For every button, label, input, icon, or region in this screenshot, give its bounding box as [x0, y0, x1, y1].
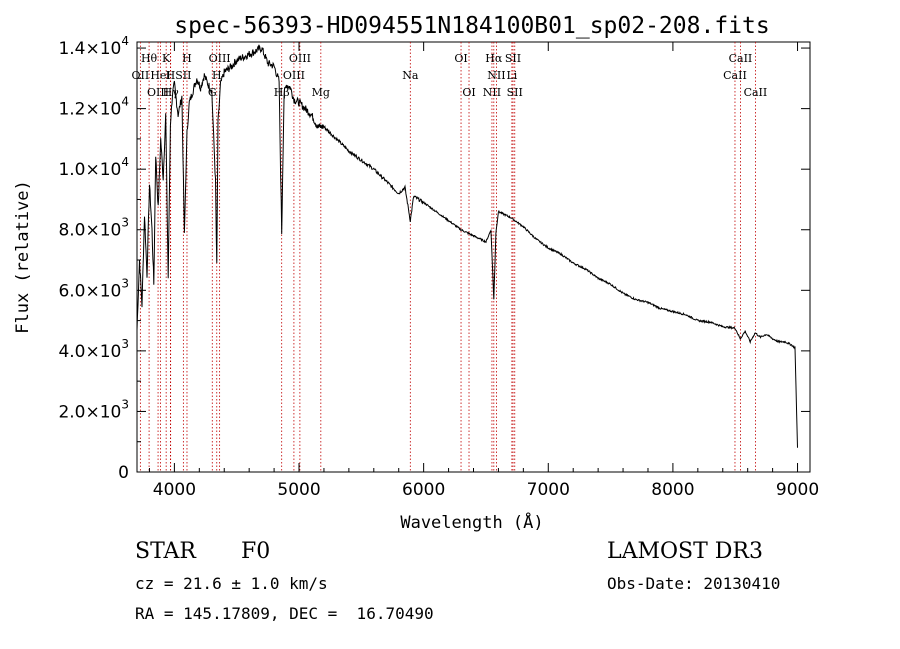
y-tick-label: 1.4×104	[58, 34, 129, 59]
x-tick-label: 6000	[402, 480, 445, 500]
observation-date: Obs-Date: 20130410	[607, 574, 781, 593]
spectral-line-label: K	[162, 52, 171, 65]
y-tick-label: 1.0×104	[58, 155, 129, 180]
spectral-line-label: Li	[506, 69, 517, 82]
spectral-line-label: CaII	[723, 69, 747, 82]
x-axis-label: Wavelength (Å)	[400, 511, 543, 533]
survey-name: LAMOST DR3	[607, 539, 763, 564]
x-axis-ticks: 4000 5000 6000 7000 8000 9000	[148, 42, 819, 500]
spectral-line-label: Hα	[485, 52, 503, 65]
spectral-line-label: H	[182, 52, 192, 65]
spectral-line-label: Hθ	[141, 52, 158, 65]
y-tick-label: 0	[118, 463, 129, 483]
coordinates-text: RA = 145.17809, DEC = 16.70490	[135, 604, 434, 623]
spectral-line-label: NII	[487, 69, 505, 82]
y-tick-label: 2.0×103	[58, 397, 129, 422]
spectral-line-label: SII	[175, 69, 191, 82]
y-tick-label: 8.0×103	[58, 216, 129, 241]
spectral-line-label: Mg	[312, 86, 330, 99]
x-tick-label: 8000	[651, 480, 694, 500]
x-tick-label: 4000	[153, 480, 196, 500]
spectral-line-label: H	[212, 69, 222, 82]
y-tick-label: 1.2×104	[58, 95, 129, 120]
redshift-text: cz = 21.6 ± 1.0 km/s	[135, 574, 328, 593]
spectral-line-label: SII	[507, 86, 523, 99]
spectral-line-label: OI	[454, 52, 467, 65]
spectral-line-label: OI	[462, 86, 475, 99]
y-tick-label: 6.0×103	[58, 276, 129, 301]
spectral-line-label: HeI	[150, 69, 170, 82]
spectral-line-label: CaII	[744, 86, 768, 99]
y-tick-label: 4.0×103	[58, 337, 129, 362]
spectral-line-label: CaII	[729, 52, 753, 65]
spectral-line-label: OIII	[289, 52, 311, 65]
spectral-line-label: OII	[132, 69, 150, 82]
x-tick-label: 5000	[277, 480, 320, 500]
plot-frame	[136, 41, 811, 473]
x-tick-label: 9000	[776, 480, 819, 500]
x-tick-label: 7000	[527, 480, 570, 500]
y-axis-ticks: 0 2.0×103 4.0×103 6.0×103 8.0×103 1.0×104 1.2×…	[58, 34, 810, 483]
spectral-line-label: SII	[505, 52, 521, 65]
object-subclass: F0	[241, 539, 271, 564]
spectral-line-label: Na	[402, 69, 419, 82]
object-class: STAR	[135, 539, 196, 564]
spectral-line-label: Hγ	[163, 86, 180, 99]
y-axis-label: Flux (relative)	[13, 180, 33, 334]
spectral-line-label: Hβ	[274, 86, 290, 99]
spectral-line-label: H	[166, 69, 176, 82]
spectral-line-label: OIII	[147, 86, 169, 99]
spectral-line-markers	[139, 42, 756, 472]
spectrum-line	[136, 44, 798, 448]
spectral-line-label: OIII	[209, 52, 231, 65]
chart-title: spec-56393-HD094551N184100B01_sp02-208.f…	[174, 13, 769, 39]
spectral-line-label: OIII	[283, 69, 305, 82]
spectral-line-label: NII	[483, 86, 501, 99]
